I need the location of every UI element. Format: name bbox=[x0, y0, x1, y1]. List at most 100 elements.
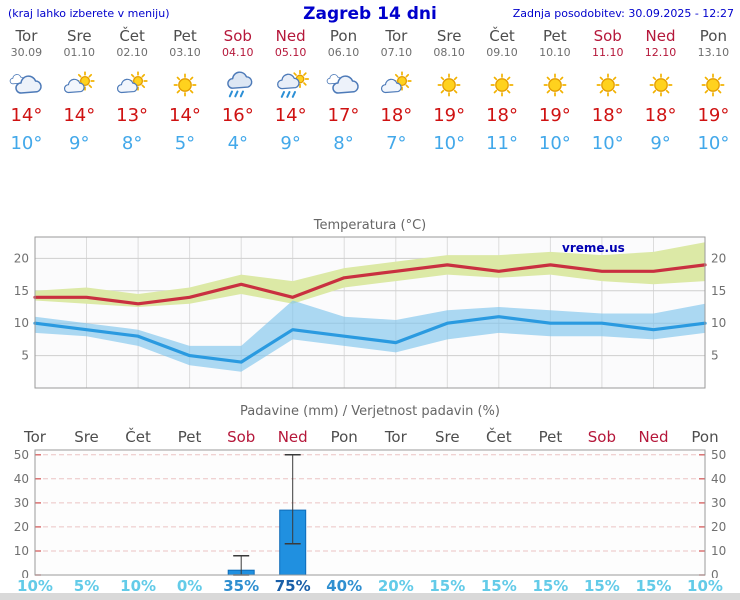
day-column-sob-11.10[interactable]: Sob 11.10 18° 10° bbox=[581, 28, 634, 154]
precip-day-label: Tor bbox=[384, 428, 407, 446]
partly-weather-icon bbox=[64, 71, 95, 94]
day-column-pet-10.10[interactable]: Pet 10.10 19° 10° bbox=[528, 28, 581, 154]
day-name: Čet bbox=[489, 27, 515, 45]
high-temp: 19° bbox=[697, 105, 730, 126]
precip-day-label: Čet bbox=[125, 428, 151, 446]
cloudy-weather-icon bbox=[10, 74, 43, 94]
rain-weather-icon bbox=[227, 71, 253, 98]
cloudy-icon bbox=[324, 67, 362, 101]
low-temp: 4° bbox=[227, 133, 249, 154]
svg-text:5: 5 bbox=[711, 349, 719, 363]
precip-probability: 15% bbox=[429, 577, 466, 595]
day-column-ned-05.10[interactable]: Ned 05.10 14° 9° bbox=[264, 28, 317, 154]
day-date: 09.10 bbox=[486, 46, 518, 59]
page-title: Zagreb 14 dni bbox=[303, 4, 437, 24]
low-temp: 11° bbox=[486, 133, 518, 154]
precip-day-label: Pon bbox=[691, 428, 719, 446]
svg-text:50: 50 bbox=[14, 448, 29, 462]
showers-weather-icon bbox=[276, 70, 309, 98]
svg-text:10: 10 bbox=[711, 316, 726, 330]
partly-weather-icon bbox=[117, 71, 148, 94]
day-name: Tor bbox=[15, 27, 38, 45]
day-column-tor-30.09[interactable]: Tor 30.09 14° 10° bbox=[0, 28, 53, 154]
svg-text:10: 10 bbox=[711, 544, 726, 558]
day-name: Čet bbox=[119, 27, 145, 45]
svg-text:20: 20 bbox=[711, 520, 726, 534]
svg-text:0: 0 bbox=[711, 568, 719, 578]
day-column-tor-07.10[interactable]: Tor 07.10 18° 7° bbox=[370, 28, 423, 154]
high-temp: 14° bbox=[63, 105, 96, 126]
high-temp: 19° bbox=[538, 105, 571, 126]
forecast-strip: Tor 30.09 14° 10° Sre 01.10 14° 9° Čet 02.10 13° 8°… bbox=[0, 28, 740, 154]
sunny-weather-icon bbox=[649, 73, 672, 97]
day-column-čet-02.10[interactable]: Čet 02.10 13° 8° bbox=[106, 28, 159, 154]
day-date: 02.10 bbox=[116, 46, 148, 59]
partly-icon bbox=[377, 67, 415, 101]
day-name: Sre bbox=[436, 27, 462, 45]
day-column-ned-12.10[interactable]: Ned 12.10 18° 9° bbox=[634, 28, 687, 154]
high-temp: 16° bbox=[221, 105, 254, 126]
low-temp: 10° bbox=[433, 133, 466, 154]
day-column-sre-08.10[interactable]: Sre 08.10 19° 10° bbox=[423, 28, 476, 154]
precipitation-chart-title: Padavine (mm) / Verjetnost padavin (%) bbox=[240, 404, 500, 419]
day-column-pet-03.10[interactable]: Pet 03.10 14° 5° bbox=[159, 28, 212, 154]
low-temp: 8° bbox=[333, 133, 354, 154]
precip-day-label: Ned bbox=[638, 428, 669, 446]
day-name: Sob bbox=[223, 27, 252, 45]
precip-day-label: Sre bbox=[74, 428, 99, 446]
sunny-weather-icon bbox=[490, 73, 514, 97]
sunny-icon bbox=[483, 67, 521, 101]
day-date: 05.10 bbox=[274, 46, 307, 59]
temperature-chart: 5 5 10 10 15 15 20 20 vreme.us bbox=[14, 236, 726, 389]
precip-probability: 15% bbox=[480, 577, 517, 595]
low-temp: 9° bbox=[69, 133, 90, 154]
high-temp: 14° bbox=[10, 105, 43, 126]
day-name: Sob bbox=[593, 27, 622, 45]
svg-text:10: 10 bbox=[14, 544, 29, 558]
day-column-sre-01.10[interactable]: Sre 01.10 14° 9° bbox=[53, 28, 106, 154]
precip-probability: 10% bbox=[17, 577, 53, 595]
svg-text:40: 40 bbox=[14, 472, 29, 486]
svg-text:30: 30 bbox=[14, 496, 29, 510]
day-date: 06.10 bbox=[327, 46, 360, 59]
temp-min-line bbox=[33, 315, 707, 364]
sunny-icon bbox=[536, 67, 574, 101]
temperature-chart-title: Temperatura (°C) bbox=[313, 218, 427, 233]
precip-day-label: Sre bbox=[435, 428, 460, 446]
partly-icon bbox=[113, 67, 151, 101]
day-name: Pet bbox=[173, 27, 197, 45]
svg-text:40: 40 bbox=[711, 472, 726, 486]
low-temp: 5° bbox=[174, 133, 196, 154]
temp-min-band bbox=[35, 300, 705, 372]
footer-bar bbox=[0, 593, 740, 600]
high-temp: 14° bbox=[169, 105, 201, 126]
day-column-pon-13.10[interactable]: Pon 13.10 19° 10° bbox=[687, 28, 740, 154]
day-date: 03.10 bbox=[169, 46, 201, 59]
cloudy-weather-icon bbox=[327, 74, 360, 94]
day-column-čet-09.10[interactable]: Čet 09.10 18° 11° bbox=[476, 28, 529, 154]
menu-hint: (kraj lahko izberete v meniju) bbox=[8, 7, 170, 20]
svg-text:15: 15 bbox=[14, 284, 29, 298]
precip-day-label: Čet bbox=[486, 428, 512, 446]
day-date: 30.09 bbox=[10, 46, 43, 59]
day-date: 12.10 bbox=[644, 46, 677, 59]
day-column-pon-06.10[interactable]: Pon 06.10 17° 8° bbox=[317, 28, 370, 154]
day-column-sob-04.10[interactable]: Sob 04.10 16° 4° bbox=[211, 28, 264, 154]
svg-text:5: 5 bbox=[21, 349, 29, 363]
precip-day-label: Pon bbox=[330, 428, 358, 446]
precip-probability: 40% bbox=[326, 577, 363, 595]
precipitation-chart: 0 0 10 10 20 20 30 30 40 40 50 50 bbox=[14, 448, 727, 578]
precip-day-label: Pet bbox=[177, 428, 202, 446]
temp-max-line bbox=[33, 263, 707, 306]
precip-day-label: Sob bbox=[227, 428, 256, 446]
showers-icon bbox=[272, 67, 310, 101]
sunny-weather-icon bbox=[596, 73, 620, 97]
precip-probability: 0% bbox=[176, 577, 203, 595]
high-temp: 18° bbox=[591, 105, 624, 126]
low-temp: 10° bbox=[538, 133, 571, 154]
day-name: Pon bbox=[699, 27, 727, 45]
precip-day-label: Pet bbox=[538, 428, 563, 446]
day-date: 13.10 bbox=[697, 46, 730, 59]
precip-probability: 5% bbox=[73, 577, 100, 595]
